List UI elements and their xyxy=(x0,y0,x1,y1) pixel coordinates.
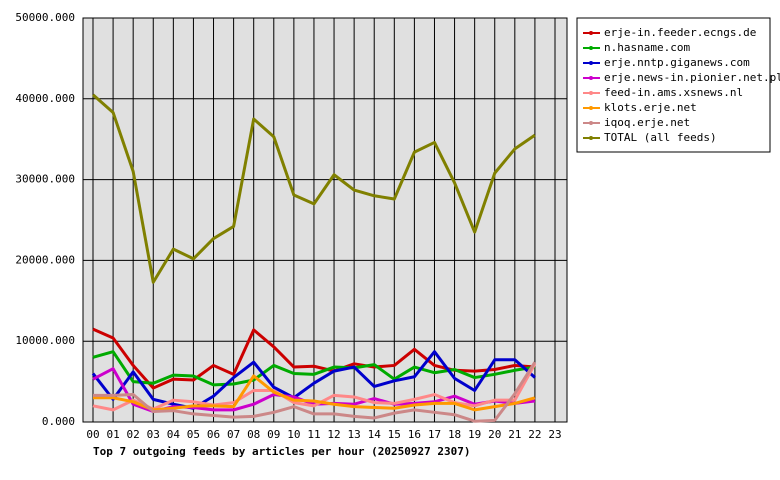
x-tick-label: 11 xyxy=(307,428,320,441)
x-tick-label: 05 xyxy=(187,428,200,441)
legend-marker xyxy=(589,91,593,95)
x-tick-label: 04 xyxy=(167,428,181,441)
y-tick-label: 30000.000 xyxy=(15,173,75,186)
y-tick-label: 20000.000 xyxy=(15,253,75,266)
x-tick-label: 21 xyxy=(508,428,521,441)
series-line xyxy=(92,93,536,284)
x-tick-label: 12 xyxy=(327,428,340,441)
plot-area xyxy=(82,17,568,423)
legend-label: n.hasname.com xyxy=(604,41,690,54)
legend-marker xyxy=(589,121,593,125)
legend-marker xyxy=(589,106,593,110)
x-tick-label: 09 xyxy=(267,428,280,441)
y-tick-label: 40000.000 xyxy=(15,92,75,105)
series-line xyxy=(92,363,537,412)
x-tick-label: 20 xyxy=(488,428,501,441)
x-tick-label: 14 xyxy=(368,428,382,441)
x-tick-label: 08 xyxy=(247,428,260,441)
legend-marker xyxy=(589,136,593,140)
x-tick-label: 02 xyxy=(127,428,140,441)
legend-label: iqoq.erje.net xyxy=(604,116,690,129)
legend-label: erje-in.feeder.ecngs.de xyxy=(604,26,756,39)
x-tick-label: 07 xyxy=(227,428,240,441)
x-tick-label: 17 xyxy=(428,428,441,441)
y-tick-label: 50000.000 xyxy=(15,11,75,24)
legend-marker xyxy=(589,61,593,65)
x-tick-label: 13 xyxy=(348,428,361,441)
x-tick-label: 23 xyxy=(548,428,561,441)
x-tick-label: 16 xyxy=(408,428,421,441)
legend-marker xyxy=(589,31,593,35)
x-tick-label: 19 xyxy=(468,428,481,441)
series-line xyxy=(93,374,536,412)
x-tick-label: 01 xyxy=(106,428,119,441)
y-tick-label: 10000.000 xyxy=(15,334,75,347)
x-tick-label: 03 xyxy=(147,428,160,441)
x-tick-label: 18 xyxy=(448,428,461,441)
x-tick-label: 06 xyxy=(207,428,220,441)
series-line xyxy=(92,350,536,387)
x-tick-label: 00 xyxy=(86,428,99,441)
legend-label: feed-in.ams.xsnews.nl xyxy=(604,86,743,99)
x-tick-label: 10 xyxy=(287,428,300,441)
chart-title: Top 7 outgoing feeds by articles per hou… xyxy=(93,445,471,458)
legend-label: TOTAL (all feeds) xyxy=(604,131,717,144)
series-line xyxy=(93,361,537,423)
x-tick-label: 22 xyxy=(528,428,541,441)
legend-label: erje.news-in.pionier.net.pl xyxy=(604,71,780,84)
legend-label: klots.erje.net xyxy=(604,101,697,114)
x-tick-label: 15 xyxy=(388,428,401,441)
legend-marker xyxy=(589,46,593,50)
legend-marker xyxy=(589,76,593,80)
legend xyxy=(576,17,771,153)
legend-label: erje.nntp.giganews.com xyxy=(604,56,750,69)
y-tick-label: 0.000 xyxy=(42,415,75,428)
